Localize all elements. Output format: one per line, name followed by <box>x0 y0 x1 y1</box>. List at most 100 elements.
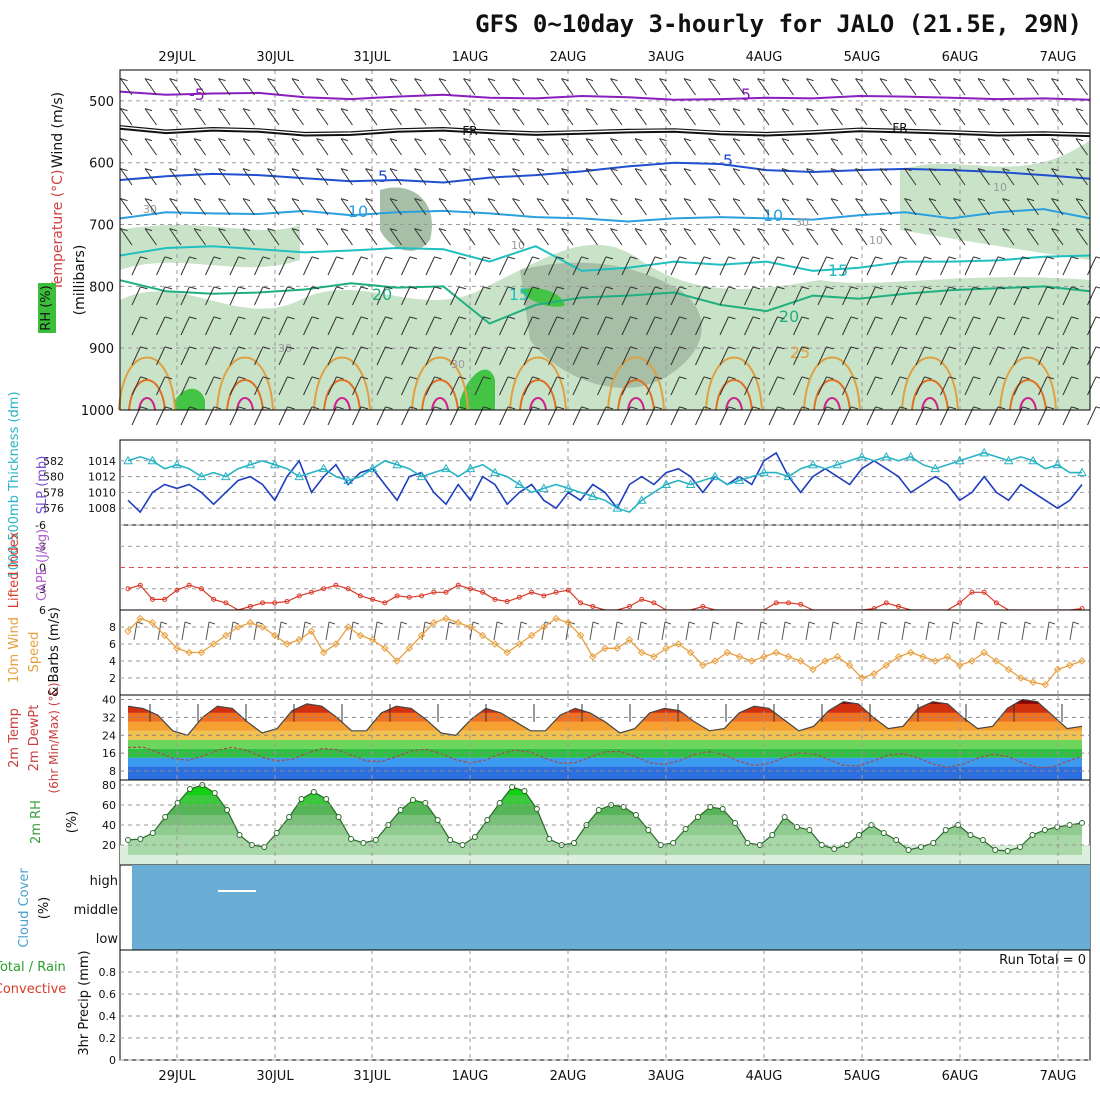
wind-barb <box>817 256 827 276</box>
wind10-marker <box>662 644 670 652</box>
thickness-marker <box>465 463 476 473</box>
wind-barb <box>744 376 754 396</box>
wind10-barb <box>349 621 354 641</box>
lifted-marker <box>284 599 290 604</box>
wind-barb <box>948 256 957 260</box>
wind10-marker <box>968 657 976 665</box>
wind10-barb <box>928 621 936 625</box>
wind10-marker <box>222 631 230 640</box>
wind10-marker <box>650 653 658 661</box>
contour-label: 5 <box>741 85 751 104</box>
wind-barb <box>561 108 574 126</box>
wind-barb <box>561 198 574 216</box>
wind-barb <box>659 168 672 186</box>
axis-label-rh2m: 2m RH <box>29 800 44 844</box>
wind-barb <box>327 376 337 396</box>
wind-barb <box>218 108 231 126</box>
wind10-barb <box>877 621 882 641</box>
wind-barb <box>875 256 883 260</box>
wind10-marker <box>1029 678 1037 686</box>
wind-barb <box>1022 406 1030 410</box>
wind-barb <box>842 376 852 396</box>
wind-barb <box>757 78 770 96</box>
wind-barb <box>679 286 687 290</box>
wind10-barb <box>1048 621 1056 625</box>
wind-barb <box>855 228 863 232</box>
wind-barb <box>915 316 925 336</box>
wind-barb <box>989 256 999 276</box>
wind-barb <box>561 198 569 202</box>
wind-barb <box>536 78 549 96</box>
wind-barb <box>532 376 540 380</box>
wind10-marker <box>1004 665 1013 674</box>
top-date-label: 6AUG <box>942 50 979 65</box>
wind-barb <box>850 346 859 350</box>
wind-barb <box>989 316 999 336</box>
wind-barb <box>389 228 402 246</box>
isotherm-loop-35 <box>725 397 743 411</box>
wind-barb <box>1046 346 1055 350</box>
wind-barb <box>915 346 925 366</box>
wind-barb <box>973 346 981 350</box>
rh-marker <box>1041 827 1048 833</box>
wind-barb <box>728 316 736 320</box>
wind-barb <box>646 376 656 396</box>
wind-barb <box>352 376 362 396</box>
wind-barb <box>316 168 329 186</box>
isotherm-loop-30 <box>519 379 557 411</box>
wind-barb <box>536 198 549 216</box>
thickness-marker <box>1028 455 1038 465</box>
wind10-barb <box>952 621 960 625</box>
wind-barb <box>507 406 516 410</box>
wind-barb <box>670 376 680 396</box>
wind-barb <box>365 138 378 156</box>
wind-barb <box>1038 286 1048 306</box>
wind-barb <box>376 316 386 336</box>
rh-marker <box>335 814 342 820</box>
wind-barb <box>401 316 411 336</box>
wind-barb <box>781 168 790 172</box>
wind10-barb <box>736 621 744 625</box>
wind-barb <box>899 376 908 380</box>
wind-barb <box>744 256 754 276</box>
wind-barb <box>523 376 533 396</box>
wind-barb <box>512 138 520 142</box>
wind-barb <box>218 198 226 202</box>
wind-barb <box>316 198 324 202</box>
wind-barb <box>581 346 589 350</box>
wind-barb <box>757 138 770 156</box>
wind-barb <box>842 256 852 276</box>
wind-barb <box>1051 78 1059 82</box>
wind-barb <box>679 376 687 380</box>
wind-barb <box>463 198 476 216</box>
wind-barb <box>732 198 741 202</box>
temp-line <box>127 698 1083 736</box>
wind-barb <box>1071 376 1079 380</box>
wind-barb <box>385 346 393 350</box>
thickness-marker <box>294 471 305 481</box>
wind10-barb <box>997 621 1002 641</box>
lifted-marker <box>516 594 522 600</box>
wind-barb <box>781 78 790 82</box>
lifted-marker <box>529 589 535 595</box>
wind-barb <box>487 78 500 96</box>
wind-barb <box>267 108 280 126</box>
lifted-marker <box>345 586 351 592</box>
wind-barb <box>532 256 540 260</box>
wind-barb <box>242 78 251 82</box>
temp-color-band <box>128 766 1082 780</box>
wind-barb <box>523 346 533 366</box>
wind10-marker <box>870 670 878 678</box>
wind-barb <box>1051 228 1064 246</box>
rh-marker <box>533 806 540 812</box>
wind-barb <box>708 78 721 96</box>
wind-barb <box>532 346 540 350</box>
rh-marker <box>125 837 131 843</box>
wind10-marker <box>919 653 927 661</box>
wind-barb <box>144 138 157 156</box>
wind-barb <box>238 406 246 410</box>
temp-color-band <box>128 748 1082 758</box>
wind-barb <box>218 138 226 142</box>
wind10-marker <box>185 648 193 657</box>
wind-barb <box>507 376 516 380</box>
